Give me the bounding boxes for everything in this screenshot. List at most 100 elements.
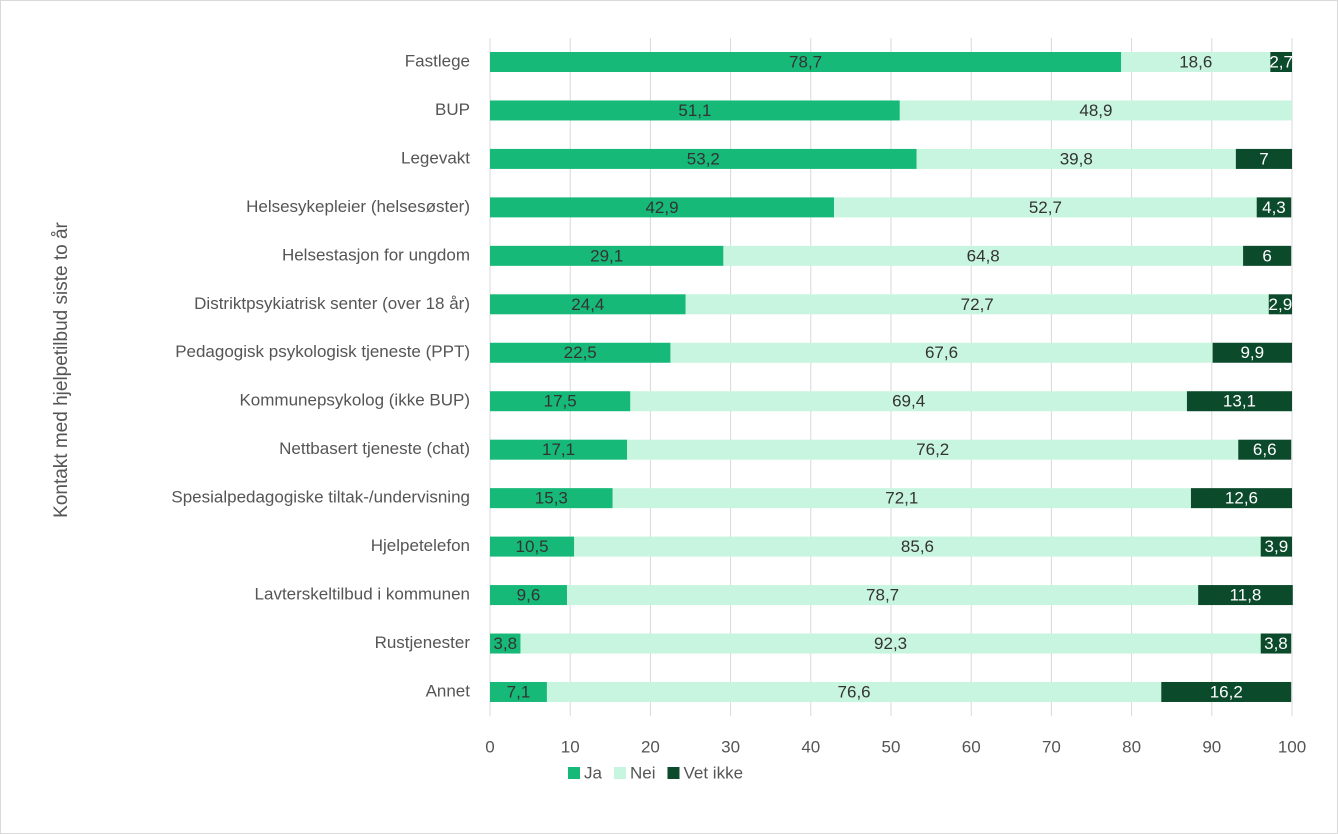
bar-segment — [490, 681, 547, 702]
y-tick-label: BUP — [435, 100, 470, 119]
bar-segment — [685, 294, 1269, 315]
data-label: 78,7 — [866, 586, 899, 605]
bar-segment — [574, 536, 1261, 557]
data-label: 15,3 — [535, 489, 568, 508]
bar-segment — [490, 439, 628, 460]
x-tick-label: 80 — [1122, 737, 1141, 756]
bar-segment — [627, 439, 1239, 460]
bar-segment — [1161, 681, 1292, 702]
data-label: 6,6 — [1253, 440, 1277, 459]
data-label: 3,8 — [493, 634, 517, 653]
data-label: 53,2 — [687, 149, 720, 168]
data-label: 2,9 — [1269, 295, 1293, 314]
bar-segment — [916, 148, 1236, 169]
data-label: 4,3 — [1262, 198, 1286, 217]
data-label: 12,6 — [1225, 489, 1258, 508]
data-label: 2,7 — [1269, 52, 1293, 71]
data-label: 16,2 — [1210, 682, 1243, 701]
bar-segment — [1190, 488, 1292, 509]
data-label: 64,8 — [967, 246, 1000, 265]
legend-label: Vet ikke — [683, 763, 743, 782]
y-axis-title: Kontakt med hjelpetilbud siste to år — [51, 221, 72, 517]
data-label: 10,5 — [516, 537, 549, 556]
bar-segment — [520, 633, 1261, 654]
y-tick-label: Pedagogisk psykologisk tjeneste (PPT) — [175, 342, 470, 361]
data-label: 17,5 — [544, 392, 577, 411]
data-label: 48,9 — [1079, 101, 1112, 120]
bar-segment — [566, 585, 1199, 606]
bar-segment — [1212, 342, 1292, 363]
data-label: 69,4 — [892, 392, 925, 411]
bar-segment — [490, 633, 521, 654]
x-tick-label: 30 — [721, 737, 740, 756]
bar-segment — [490, 585, 567, 606]
bar-segment — [490, 342, 671, 363]
legend-label: Nei — [630, 763, 656, 782]
bar-segment — [1186, 391, 1292, 412]
data-label: 78,7 — [789, 52, 822, 71]
data-label: 76,6 — [838, 682, 871, 701]
bar-segment — [490, 100, 900, 121]
data-label: 52,7 — [1029, 198, 1062, 217]
data-label: 76,2 — [916, 440, 949, 459]
bar-segment — [612, 488, 1191, 509]
bar-segment — [1235, 148, 1292, 169]
legend-swatch — [667, 767, 680, 779]
bar-segment — [490, 391, 631, 412]
data-label: 9,9 — [1240, 343, 1264, 362]
data-label: 3,9 — [1265, 537, 1289, 556]
data-label: 29,1 — [590, 246, 623, 265]
legend-label: Ja — [584, 763, 603, 782]
y-tick-label: Spesialpedagogiske tiltak-/undervisning — [171, 488, 470, 507]
y-tick-label: Hjelpetelefon — [371, 536, 470, 555]
y-tick-label: Fastlege — [405, 51, 470, 70]
data-label: 11,8 — [1230, 586, 1262, 605]
data-label: 24,4 — [571, 295, 604, 314]
bar-segment — [899, 100, 1292, 121]
legend-swatch — [613, 767, 626, 779]
bar-segment — [1121, 52, 1271, 72]
x-tick-label: 90 — [1202, 737, 1221, 756]
data-label: 22,5 — [564, 343, 597, 362]
y-tick-label: Kommunepsykolog (ikke BUP) — [239, 391, 470, 410]
bar-segment — [490, 536, 575, 557]
bar-segment — [834, 197, 1257, 218]
data-label: 17,1 — [542, 440, 575, 459]
bar-segment — [490, 294, 686, 315]
bar-segment — [1256, 197, 1292, 218]
y-tick-label: Legevakt — [401, 148, 470, 167]
bar-segment — [546, 681, 1162, 702]
data-label: 72,1 — [885, 489, 918, 508]
bar-segment — [1198, 585, 1293, 606]
bar-segment — [1260, 633, 1292, 654]
bar-segment — [723, 245, 1244, 266]
y-tick-label: Helsesykepleier (helsesøster) — [246, 197, 470, 216]
data-label: 7 — [1259, 149, 1268, 168]
y-tick-label: Annet — [426, 681, 471, 700]
data-label: 39,8 — [1060, 149, 1093, 168]
x-tick-label: 60 — [962, 737, 981, 756]
data-label: 67,6 — [925, 343, 958, 362]
y-tick-label: Helsestasjon for ungdom — [282, 245, 470, 264]
x-tick-label: 20 — [641, 737, 660, 756]
bar-segment — [1268, 294, 1292, 315]
data-label: 51,1 — [678, 101, 711, 120]
y-tick-label: Distriktpsykiatrisk senter (over 18 år) — [194, 294, 470, 313]
bar-segment — [490, 148, 917, 169]
bar-segment — [490, 488, 613, 509]
data-label: 92,3 — [874, 634, 907, 653]
legend-swatch — [568, 767, 580, 779]
bar-segment — [1238, 439, 1292, 460]
data-label: 13,1 — [1223, 392, 1256, 411]
data-label: 85,6 — [901, 537, 934, 556]
data-label: 6 — [1262, 246, 1271, 265]
bar-segment — [630, 391, 1187, 412]
data-label: 72,7 — [961, 295, 994, 314]
bar-segment — [1260, 536, 1292, 557]
x-tick-label: 0 — [485, 737, 494, 756]
data-label: 42,9 — [645, 198, 678, 217]
x-tick-label: 10 — [561, 737, 580, 756]
x-tick-label: 100 — [1278, 737, 1306, 756]
